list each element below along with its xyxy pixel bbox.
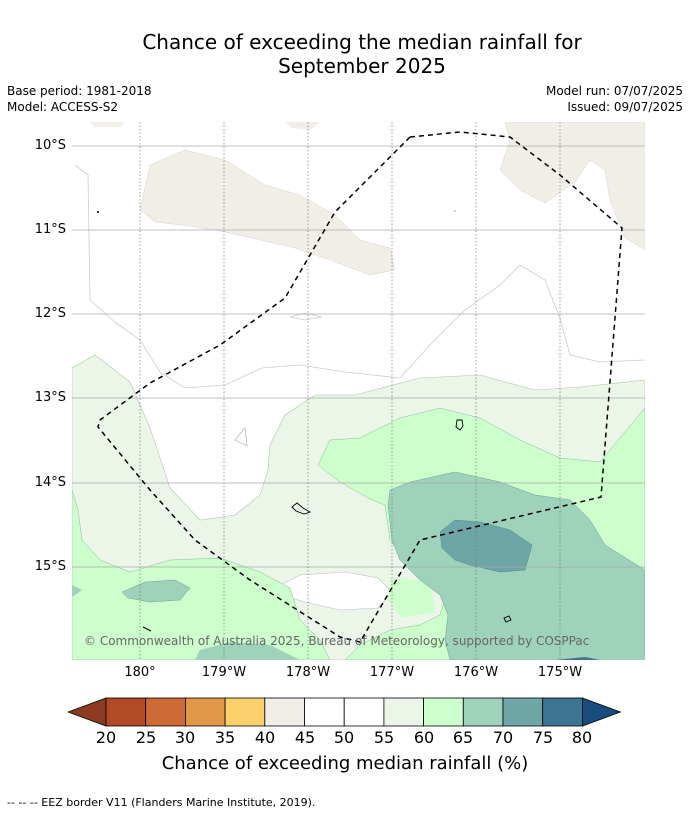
base-period: Base period: 1981-2018 <box>7 84 152 98</box>
darkteal-patch <box>439 519 533 573</box>
island-futuna <box>291 502 312 515</box>
lon-label-176w: 176°W <box>453 665 499 680</box>
colorbar-label: Chance of exceeding median rainfall (%) <box>161 753 529 774</box>
cb-tick-25: 25 <box>135 728 157 747</box>
colorbar-cell <box>502 697 544 727</box>
mint-patch-south <box>388 578 435 618</box>
map-svg <box>72 122 645 660</box>
eez-border <box>97 131 623 643</box>
beige-region-north <box>139 149 396 276</box>
colorbar-cell <box>542 697 583 727</box>
lon-label-178w: 178°W <box>285 665 331 680</box>
title-line-2: September 2025 <box>278 54 446 78</box>
cb-tick-50: 50 <box>333 728 355 747</box>
cb-tick-30: 30 <box>174 728 196 747</box>
cb-tick-20: 20 <box>95 728 117 747</box>
teal-patch-west <box>121 579 191 603</box>
colorbar-extend-high <box>582 697 622 727</box>
lat-label-10s: 10°S <box>34 138 66 153</box>
islet-dot-2 <box>454 210 456 212</box>
colorbar <box>68 697 622 727</box>
lat-label-12s: 12°S <box>34 306 66 321</box>
cb-tick-60: 60 <box>413 728 435 747</box>
colorbar-cell <box>105 697 147 727</box>
colorbar-extend-low <box>68 697 107 727</box>
lat-label-14s: 14°S <box>34 475 66 490</box>
cb-tick-45: 45 <box>294 728 316 747</box>
lon-label-177w: 177°W <box>369 665 415 680</box>
lat-label-11s: 11°S <box>34 222 66 237</box>
beige-patch-top-2 <box>285 122 320 130</box>
lon-gridlines <box>139 122 561 660</box>
colorbar-cell <box>423 697 464 727</box>
cb-tick-35: 35 <box>214 728 236 747</box>
island-wallis <box>455 419 464 431</box>
issued-date: Issued: 09/07/2025 <box>567 100 683 114</box>
lon-label-175w: 175°W <box>537 665 583 680</box>
colorbar-cell <box>343 697 385 727</box>
model-name: Model: ACCESS-S2 <box>7 100 119 114</box>
teal-edge-west <box>72 585 82 597</box>
title-line-1: Chance of exceeding the median rainfall … <box>142 30 582 54</box>
teal-patch-south <box>195 642 300 660</box>
islet-dot-1 <box>97 211 99 213</box>
colorbar-cell <box>304 697 345 727</box>
eez-footnote: -- -- -- EEZ border V11 (Flanders Marine… <box>7 796 316 809</box>
contour-line-1 <box>74 164 645 389</box>
model-run: Model run: 07/07/2025 <box>545 84 683 98</box>
islet-mark-sw <box>142 626 152 632</box>
colorbar-cell <box>462 697 504 727</box>
colorbar-cell <box>383 697 424 727</box>
beige-patch-top <box>90 122 125 127</box>
chart-title: Chance of exceeding the median rainfall … <box>0 30 690 78</box>
colorbar-cell <box>224 697 266 727</box>
copyright-notice: © Commonwealth of Australia 2025, Bureau… <box>84 634 590 648</box>
map-area <box>72 122 645 660</box>
lon-label-179w: 179°W <box>201 665 247 680</box>
colorbar-cell <box>185 697 226 727</box>
lat-label-15s: 15°S <box>34 559 66 574</box>
cb-tick-40: 40 <box>254 728 276 747</box>
contour-line-3 <box>234 427 248 447</box>
lat-gridlines <box>72 145 645 568</box>
meta-right: Model run: 07/07/2025 Issued: 09/07/2025 <box>546 83 683 115</box>
teal-patch-southeast <box>535 655 645 660</box>
colorbar-cell <box>145 697 186 727</box>
meta-left: Base period: 1981-2018 Model: ACCESS-S2 <box>7 83 152 115</box>
beige-region-northeast <box>499 122 645 251</box>
lat-label-13s: 13°S <box>34 390 66 405</box>
island-small <box>503 615 512 623</box>
blue-sliver <box>555 657 600 660</box>
cb-tick-75: 75 <box>532 728 554 747</box>
cb-tick-70: 70 <box>492 728 514 747</box>
cb-tick-80: 80 <box>571 728 593 747</box>
colorbar-cell <box>264 697 305 727</box>
cb-tick-55: 55 <box>373 728 395 747</box>
cb-tick-65: 65 <box>452 728 474 747</box>
lon-label-180: 180° <box>124 665 156 680</box>
mint-region-west <box>72 489 331 660</box>
